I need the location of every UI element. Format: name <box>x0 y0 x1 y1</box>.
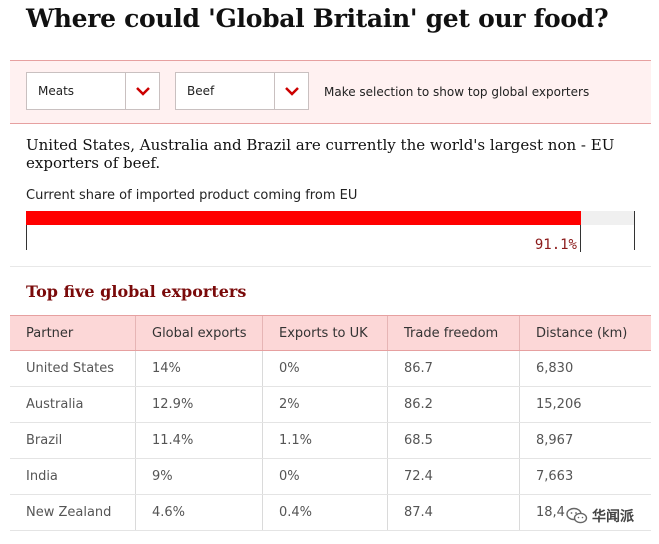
global-exports-cell: 4.6% <box>135 495 262 530</box>
global-exports-cell: 12.9% <box>135 387 262 422</box>
partner-cell: United States <box>26 361 115 376</box>
exports-to-uk-cell: 2% <box>262 387 387 422</box>
table-row: United States 14% 0% 86.7 6,830 <box>10 351 651 387</box>
distance-cell: 18,4 <box>519 495 651 530</box>
table-header: Partner Global exports Exports to UK Tra… <box>10 315 651 351</box>
selection-panel: Meats Beef Make selection to show top gl… <box>10 60 651 124</box>
product-select[interactable]: Beef <box>175 72 309 110</box>
table-row: New Zealand 4.6% 0.4% 87.4 18,4 <box>10 495 651 531</box>
watermark: 华闻派 <box>566 504 652 528</box>
category-select[interactable]: Meats <box>26 72 160 110</box>
eu-share-label: Current share of imported product coming… <box>26 188 358 203</box>
trade-freedom-cell: 86.7 <box>387 351 519 386</box>
column-header-trade-freedom: Trade freedom <box>387 316 519 350</box>
column-header-global-exports: Global exports <box>135 316 262 350</box>
chevron-down-icon <box>285 87 299 96</box>
column-header-partner: Partner <box>26 325 74 341</box>
global-exports-cell: 14% <box>135 351 262 386</box>
wechat-icon <box>566 507 588 524</box>
eu-share-marker <box>580 225 581 252</box>
distance-cell: 15,206 <box>519 387 651 422</box>
global-exports-cell: 11.4% <box>135 423 262 458</box>
column-header-exports-to-uk: Exports to UK <box>262 316 387 350</box>
watermark-text: 华闻派 <box>592 509 634 525</box>
table-row: Brazil 11.4% 1.1% 68.5 8,967 <box>10 423 651 459</box>
eu-share-bar-fill <box>26 211 581 225</box>
exporters-title: Top five global exporters <box>26 282 247 301</box>
trade-freedom-cell: 68.5 <box>387 423 519 458</box>
trade-freedom-cell: 87.4 <box>387 495 519 530</box>
distance-cell: 8,967 <box>519 423 651 458</box>
partner-cell: Brazil <box>26 433 63 448</box>
trade-freedom-cell: 86.2 <box>387 387 519 422</box>
bar-axis-end <box>634 211 635 250</box>
selection-hint: Make selection to show top global export… <box>324 85 590 99</box>
partner-cell: India <box>26 469 58 484</box>
eu-share-bar <box>26 211 635 225</box>
table-row: Australia 12.9% 2% 86.2 15,206 <box>10 387 651 423</box>
summary-text: United States, Australia and Brazil are … <box>26 136 615 172</box>
eu-share-value: 91.1% <box>534 237 577 253</box>
category-dropdown-button[interactable] <box>125 73 159 109</box>
column-header-distance: Distance (km) <box>519 316 651 350</box>
page-title: Where could 'Global Britain' get our foo… <box>26 4 609 33</box>
chevron-down-icon <box>136 87 150 96</box>
bar-axis-start <box>26 225 27 250</box>
distance-cell: 6,830 <box>519 351 651 386</box>
exports-to-uk-cell: 1.1% <box>262 423 387 458</box>
table-row: India 9% 0% 72.4 7,663 <box>10 459 651 495</box>
product-select-value: Beef <box>187 84 215 98</box>
distance-cell: 7,663 <box>519 459 651 494</box>
category-select-value: Meats <box>38 84 75 98</box>
section-divider <box>10 266 651 267</box>
product-dropdown-button[interactable] <box>274 73 308 109</box>
partner-cell: Australia <box>26 397 84 412</box>
exports-to-uk-cell: 0% <box>262 459 387 494</box>
exporters-table: Partner Global exports Exports to UK Tra… <box>10 315 651 531</box>
partner-cell: New Zealand <box>26 505 112 520</box>
global-exports-cell: 9% <box>135 459 262 494</box>
trade-freedom-cell: 72.4 <box>387 459 519 494</box>
exports-to-uk-cell: 0.4% <box>262 495 387 530</box>
exports-to-uk-cell: 0% <box>262 351 387 386</box>
